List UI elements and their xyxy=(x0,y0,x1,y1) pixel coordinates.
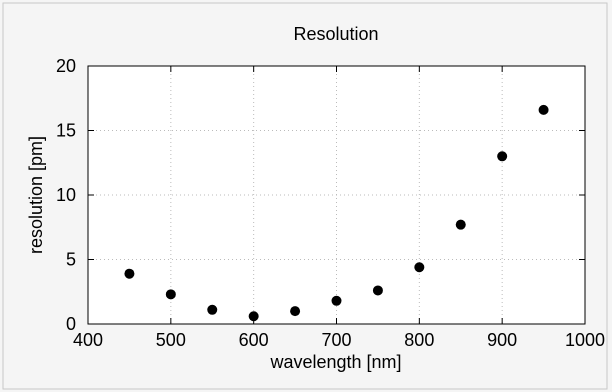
data-point xyxy=(414,262,425,273)
data-point xyxy=(290,306,301,317)
x-tick-label: 1000 xyxy=(565,330,605,350)
chart-title: Resolution xyxy=(293,24,378,44)
x-tick-label: 800 xyxy=(404,330,434,350)
x-tick-label: 600 xyxy=(239,330,269,350)
data-points xyxy=(124,104,549,322)
grid-lines xyxy=(88,66,585,324)
x-tick-label: 400 xyxy=(73,330,103,350)
data-point xyxy=(497,151,508,162)
data-point xyxy=(455,219,466,230)
x-tick-label: 700 xyxy=(321,330,351,350)
x-axis-ticks: 400 500 600 700 800 900 1000 xyxy=(73,66,605,350)
data-point xyxy=(331,295,342,306)
data-point xyxy=(538,104,549,115)
y-tick-label: 20 xyxy=(56,56,76,76)
data-point xyxy=(165,289,176,300)
y-tick-label: 0 xyxy=(66,314,76,334)
data-point xyxy=(124,268,135,279)
y-axis-label: resolution [pm] xyxy=(26,136,46,254)
x-tick-label: 500 xyxy=(156,330,186,350)
data-point xyxy=(248,311,259,322)
data-point xyxy=(372,285,383,296)
y-axis-ticks: 0 5 10 15 20 xyxy=(56,56,585,334)
y-tick-label: 10 xyxy=(56,185,76,205)
y-tick-label: 5 xyxy=(66,250,76,270)
x-tick-label: 900 xyxy=(487,330,517,350)
y-tick-label: 15 xyxy=(56,121,76,141)
x-axis-label: wavelength [nm] xyxy=(269,352,401,372)
data-point xyxy=(207,304,218,315)
